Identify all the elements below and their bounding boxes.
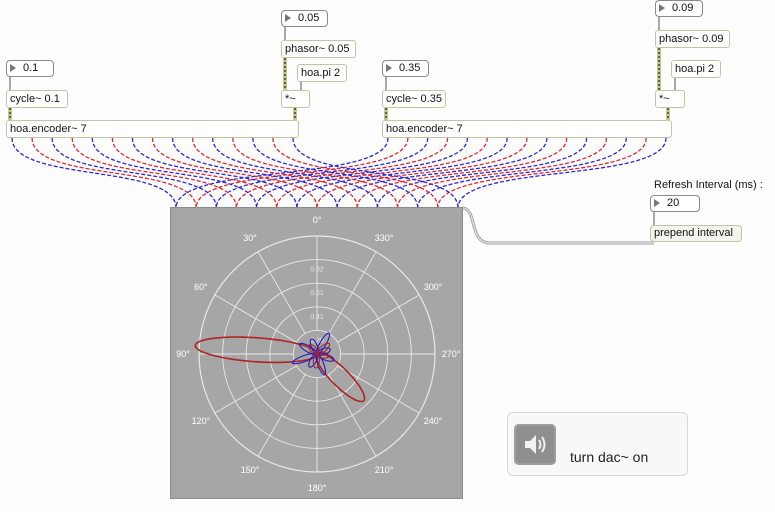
hoa-encoder-object-1[interactable]: hoa.encoder~ 7 bbox=[6, 120, 299, 138]
harmonic-lobe-small bbox=[316, 342, 331, 356]
harmonic-cord bbox=[235, 137, 449, 209]
cycle-object-1[interactable]: cycle~ 0.1 bbox=[6, 90, 68, 108]
triangle-icon bbox=[285, 14, 291, 22]
number-box-refresh-interval[interactable]: 20 bbox=[650, 195, 700, 212]
harmonic-cord bbox=[396, 137, 608, 209]
triangle-icon bbox=[10, 64, 16, 72]
harmonic-cord bbox=[195, 137, 409, 209]
scope-radius-label: 0.41 bbox=[310, 314, 324, 321]
cord-prepend-to-scope bbox=[461, 206, 654, 245]
multiply-object-1[interactable]: *~ bbox=[281, 90, 310, 108]
triangle-icon bbox=[659, 4, 665, 12]
scope-angle-label: 150° bbox=[241, 465, 260, 475]
phasor-object-1[interactable]: phasor~ 0.05 bbox=[281, 40, 356, 58]
harmonic-cord bbox=[437, 137, 647, 209]
harmonic-cord bbox=[255, 137, 469, 209]
number-box-cycle-freq-2[interactable]: 0.35 bbox=[382, 60, 429, 77]
triangle-icon bbox=[386, 64, 392, 72]
scope-spoke bbox=[328, 251, 377, 334]
number-box-phasor-freq-2[interactable]: 0.09 bbox=[655, 0, 703, 17]
harmonic-lobe-small bbox=[308, 353, 319, 368]
scope-radius-label: 0.20 bbox=[310, 337, 324, 344]
harmonic-lobe-small bbox=[315, 332, 331, 355]
dac-toggle-button[interactable] bbox=[514, 424, 556, 465]
harmonic-cord bbox=[296, 137, 508, 209]
hoa-scope-display[interactable]: 0° 30° 60° 90° 120° 150° 180° 210° 240° 270° 300° 3… bbox=[170, 207, 463, 499]
scope-spoke bbox=[257, 251, 306, 334]
harmonic-lobe-small bbox=[299, 342, 318, 356]
harmonic-cord bbox=[276, 137, 488, 209]
multiply-object-2[interactable]: *~ bbox=[655, 90, 685, 108]
scope-spoke bbox=[257, 374, 306, 457]
harmonic-lobe-small bbox=[316, 347, 331, 356]
speaker-icon bbox=[525, 435, 546, 454]
scope-angle-label: 180° bbox=[308, 483, 327, 493]
scope-angle-label: 30° bbox=[243, 233, 257, 243]
harmonic-lobe-positive bbox=[194, 336, 318, 364]
harmonic-cord bbox=[232, 137, 399, 209]
triangle-icon bbox=[654, 199, 660, 207]
hoa-pi-object-1[interactable]: hoa.pi 2 bbox=[297, 64, 347, 82]
harmonic-lobe-small bbox=[312, 353, 320, 369]
harmonic-cord bbox=[336, 137, 548, 209]
scope-spoke bbox=[337, 294, 420, 343]
harmonic-cord bbox=[457, 137, 667, 209]
harmonic-cord bbox=[417, 137, 627, 209]
prepend-interval-message[interactable]: prepend interval bbox=[650, 225, 742, 242]
scope-angle-label: 270° bbox=[442, 349, 461, 359]
scope-angle-label: 60° bbox=[194, 282, 208, 292]
scope-radius-label: 0.61 bbox=[310, 290, 324, 297]
ezdac-panel: turn dac~ on bbox=[507, 412, 688, 476]
scope-plot: 0° 30° 60° 90° 120° 150° 180° 210° 240° 270° 300° 3… bbox=[176, 215, 461, 493]
harmonic-cord bbox=[175, 137, 389, 209]
cycle-object-2[interactable]: cycle~ 0.35 bbox=[382, 90, 446, 108]
scope-angle-label: 300° bbox=[424, 282, 443, 292]
scope-angle-label: 240° bbox=[424, 416, 443, 426]
harmonic-cord bbox=[316, 137, 528, 209]
scope-radius-label: 0.82 bbox=[310, 267, 324, 274]
refresh-interval-label: Refresh Interval (ms) : bbox=[654, 179, 763, 191]
harmonic-cord bbox=[356, 137, 568, 209]
scope-angle-label: 330° bbox=[375, 233, 394, 243]
harmonic-lobe-small bbox=[308, 343, 319, 355]
scope-angle-label: 0° bbox=[313, 215, 322, 225]
scope-angle-label: 210° bbox=[375, 465, 394, 475]
harmonic-lobe-small bbox=[316, 351, 330, 359]
harmonic-lobe-small bbox=[291, 352, 318, 365]
phasor-object-2[interactable]: phasor~ 0.09 bbox=[655, 30, 730, 48]
scope-spoke bbox=[214, 365, 297, 414]
harmonic-cord bbox=[376, 137, 588, 209]
harmonic-cord bbox=[215, 137, 429, 209]
scope-angle-label: 120° bbox=[192, 416, 211, 426]
scope-spoke bbox=[328, 374, 377, 457]
hoa-encoder-object-2[interactable]: hoa.encoder~ 7 bbox=[382, 120, 672, 138]
scope-spoke bbox=[214, 294, 297, 343]
dac-toggle-label: turn dac~ on bbox=[570, 449, 649, 465]
scope-angle-label: 90° bbox=[176, 349, 190, 359]
scope-spoke bbox=[337, 365, 420, 414]
number-box-cycle-freq-1[interactable]: 0.1 bbox=[6, 60, 54, 77]
hoa-pi-object-2[interactable]: hoa.pi 2 bbox=[671, 60, 721, 78]
number-box-phasor-freq-1[interactable]: 0.05 bbox=[281, 10, 328, 27]
cord-prepend-to-scope-inner bbox=[461, 207, 654, 244]
